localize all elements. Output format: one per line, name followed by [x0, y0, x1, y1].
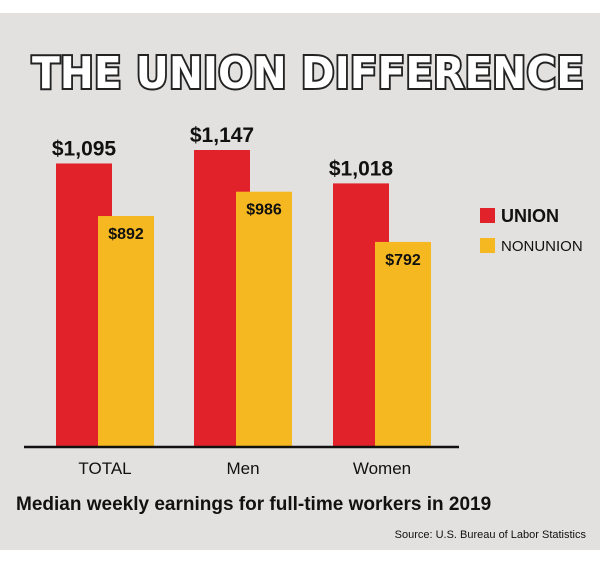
- x-tick-women: Women: [353, 459, 411, 478]
- bar-nonunion-men: [236, 191, 292, 447]
- legend-swatch-union: [480, 208, 495, 223]
- bar-nonunion-total: [98, 216, 154, 447]
- value-label-nonunion-men: $986: [246, 202, 282, 219]
- legend: UNION NONUNION: [480, 206, 583, 255]
- value-label-nonunion-women: $792: [385, 252, 421, 269]
- chart-title: THE UNION DIFFERENCE: [32, 48, 584, 99]
- x-tick-men: Men: [226, 459, 259, 478]
- value-labels-layer: $1,095 $892 $1,147 $986 $1,018 $792: [52, 124, 421, 269]
- value-label-union-total: $1,095: [52, 137, 117, 160]
- x-tick-labels: TOTAL Men Women: [78, 459, 411, 478]
- chart-source: Source: U.S. Bureau of Labor Statistics: [395, 529, 587, 541]
- legend-label-nonunion: NONUNION: [501, 238, 583, 255]
- chart-caption: Median weekly earnings for full-time wor…: [16, 494, 491, 515]
- value-label-union-men: $1,147: [190, 124, 254, 147]
- bar-nonunion-women: [375, 241, 431, 447]
- x-tick-total: TOTAL: [78, 459, 131, 478]
- bars-layer: [56, 150, 431, 448]
- value-label-nonunion-total: $892: [108, 226, 144, 243]
- legend-swatch-nonunion: [480, 238, 495, 253]
- legend-label-union: UNION: [501, 206, 559, 226]
- value-label-union-women: $1,018: [329, 157, 394, 180]
